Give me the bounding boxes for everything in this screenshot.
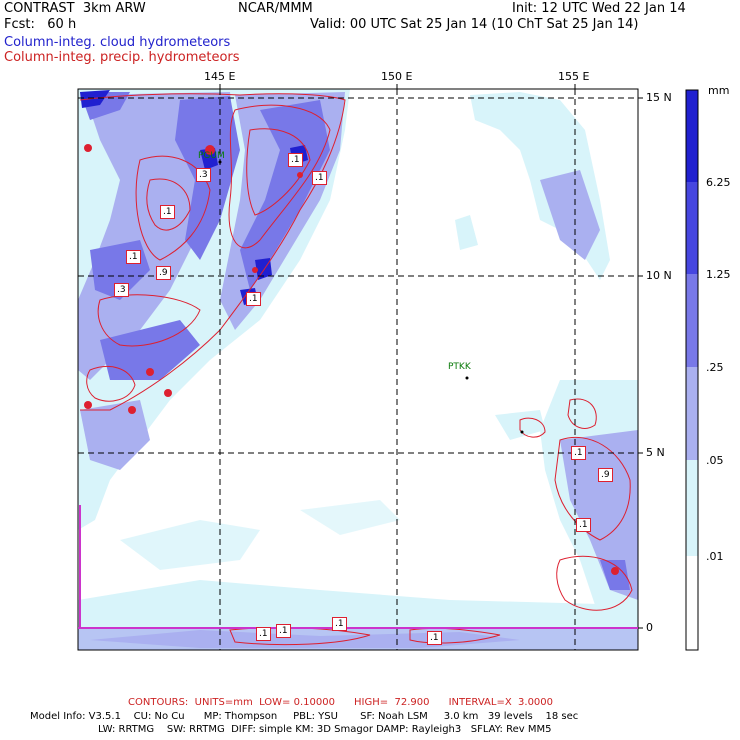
lon-label-150: 150 E: [381, 70, 413, 83]
lat-label-15n: 15 N: [646, 91, 672, 104]
colorbar-label-.01: .01: [706, 550, 724, 563]
field-precip-title: Column-integ. precip. hydrometeors: [4, 50, 240, 65]
contour-label: .1: [576, 518, 591, 532]
colorbar-label-6.25: 6.25: [706, 176, 731, 189]
contour-label: .9: [156, 266, 171, 280]
contour-label: .1: [571, 446, 586, 460]
field-cloud-title: Column-integ. cloud hydrometeors: [4, 35, 231, 50]
colorbar-label-.05: .05: [706, 454, 724, 467]
colorbar-label-.25: .25: [706, 361, 724, 374]
init-time: Init: 12 UTC Wed 22 Jan 14: [512, 1, 686, 16]
lat-label-10n: 10 N: [646, 269, 672, 282]
lat-lon-grid: [78, 89, 638, 650]
model-info: Model Info: V3.5.1 CU: No Cu MP: Thompso…: [30, 711, 579, 722]
contour-label: .1: [160, 205, 175, 219]
model-info-physics: LW: RRTMG SW: RRTMG DIFF: simple KM: 3D …: [98, 724, 552, 735]
model-name: CONTRAST 3km ARW: [4, 1, 146, 16]
lat-label-5n: 5 N: [646, 446, 665, 459]
hydrometeor-field: [78, 89, 638, 650]
station-marker-ptkk: [465, 376, 469, 380]
colorbar-unit: mm: [708, 84, 730, 97]
lat-label-0: 0: [646, 621, 653, 634]
contour-label: .3: [196, 168, 211, 182]
contour-label: .1: [332, 617, 347, 631]
station-label-pgum: PGUM: [198, 151, 225, 161]
contour-label: .3: [114, 283, 129, 297]
valid-time: Valid: 00 UTC Sat 25 Jan 14 (10 ChT Sat …: [310, 17, 639, 32]
contour-label: .1: [256, 627, 271, 641]
organization: NCAR/MMM: [238, 1, 313, 16]
contour-label: .1: [312, 171, 327, 185]
contour-label: .1: [246, 292, 261, 306]
colorbar-label-1.25: 1.25: [706, 268, 731, 281]
station-label-ptkk: PTKK: [448, 362, 471, 372]
contour-info: CONTOURS: UNITS=mm LOW= 0.10000 HIGH= 72…: [128, 697, 554, 708]
lon-label-145: 145 E: [204, 70, 236, 83]
contour-label: .1: [276, 624, 291, 638]
contour-label: .9: [598, 468, 613, 482]
colorbar: [685, 89, 699, 651]
station-marker-pgum: [218, 160, 222, 164]
forecast-hour: Fcst: 60 h: [4, 17, 77, 32]
lon-label-155: 155 E: [558, 70, 590, 83]
contour-label: .1: [427, 631, 442, 645]
contour-label: .1: [288, 153, 303, 167]
contour-label: .1: [126, 250, 141, 264]
map-frame: [77, 88, 639, 651]
